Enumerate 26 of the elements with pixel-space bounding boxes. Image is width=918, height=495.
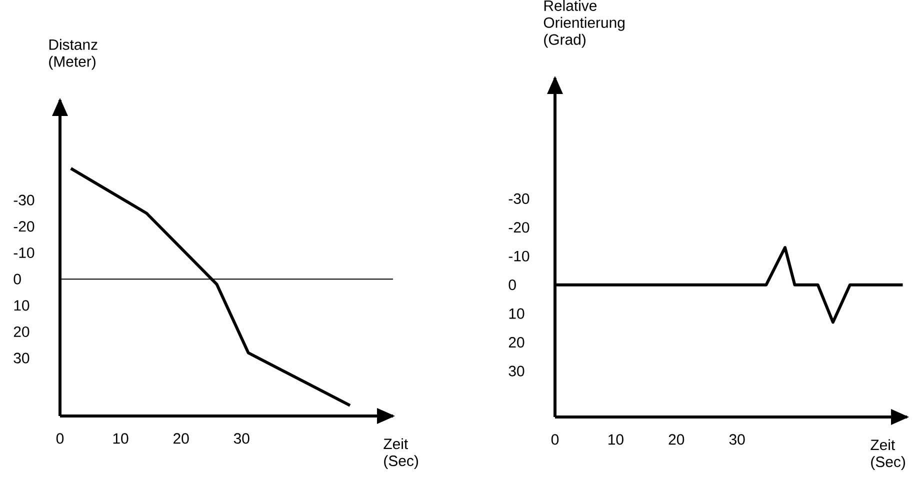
x-axis-title: Zeit (Sec) [870, 439, 905, 470]
y-axis-title: Relative Orientierung (Grad) [544, 0, 624, 48]
y-tick-label: -30 [508, 193, 530, 204]
y-tick-label: 10 [509, 308, 524, 319]
y-tick-label: 10 [14, 300, 30, 311]
x-tick-label: 0 [551, 434, 559, 445]
y-tick-label: 0 [508, 280, 516, 290]
y-axis-title: Distanz (Meter) [49, 38, 98, 70]
x-tick-label: 10 [113, 433, 128, 444]
x-tick-label: 30 [729, 434, 745, 445]
y-tick-label: 20 [14, 326, 30, 338]
y-tick-label: 30 [508, 366, 524, 376]
y-tick-label: 30 [14, 352, 30, 364]
y-tick-label: 0 [14, 274, 21, 284]
x-tick-label: 30 [234, 433, 250, 444]
x-tick-label: 20 [668, 434, 684, 445]
x-tick-label: 10 [608, 434, 624, 445]
y-tick-label: 20 [508, 337, 524, 348]
y-tick-label: -30 [14, 194, 34, 206]
x-axis-title: Zeit (Sec) [384, 438, 418, 470]
y-tick-label: -20 [508, 222, 530, 233]
x-tick-label: 20 [174, 433, 189, 444]
y-tick-label: -10 [508, 250, 530, 262]
y-tick-label: -20 [14, 221, 34, 232]
x-tick-label: 0 [56, 433, 64, 444]
y-tick-label: -10 [14, 247, 34, 258]
